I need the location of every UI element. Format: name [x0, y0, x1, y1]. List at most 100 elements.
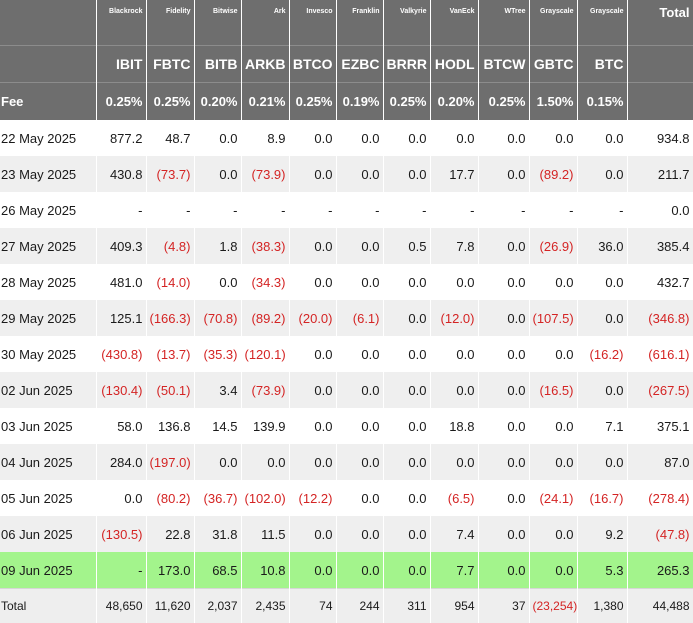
issuer-header: Franklin [336, 0, 383, 46]
flow-cell: 0.0 [529, 336, 577, 372]
flow-cell: 0.0 [289, 444, 336, 480]
row-date: 28 May 2025 [0, 264, 96, 300]
row-total: (47.8) [627, 516, 693, 552]
flow-cell: 0.0 [336, 480, 383, 516]
row-date: 02 Jun 2025 [0, 372, 96, 408]
flow-cell: 0.0 [336, 336, 383, 372]
flow-cell: (73.9) [241, 156, 289, 192]
flow-cell: 0.0 [194, 156, 241, 192]
issuer-header: Bitwise [194, 0, 241, 46]
row-date: 09 Jun 2025 [0, 552, 96, 589]
row-total: (346.8) [627, 300, 693, 336]
ticker-header: GBTC [529, 46, 577, 83]
flow-cell: (80.2) [146, 480, 194, 516]
flow-cell: - [289, 192, 336, 228]
total-cell: 2,435 [241, 589, 289, 623]
issuer-header: WTree [478, 0, 529, 46]
flow-cell: 7.4 [430, 516, 478, 552]
flow-cell: 17.7 [430, 156, 478, 192]
flow-cell: 0.0 [96, 480, 146, 516]
flow-cell: 0.0 [478, 336, 529, 372]
flow-cell: 0.0 [577, 372, 627, 408]
flow-cell: 0.0 [383, 480, 430, 516]
flow-cell: 0.0 [529, 408, 577, 444]
fee-value: 0.25% [289, 83, 336, 121]
flow-cell: 0.0 [478, 552, 529, 589]
flow-cell: - [336, 192, 383, 228]
flow-cell: 0.0 [383, 300, 430, 336]
ticker-header: HODL [430, 46, 478, 83]
row-date: 23 May 2025 [0, 156, 96, 192]
flow-cell: 0.0 [336, 444, 383, 480]
flow-cell: 0.0 [478, 228, 529, 264]
fee-label: Fee [0, 83, 96, 121]
flow-cell: 0.0 [430, 336, 478, 372]
flow-cell: 0.0 [478, 480, 529, 516]
flow-cell: 430.8 [96, 156, 146, 192]
flow-cell: (34.3) [241, 264, 289, 300]
issuer-header: Invesco [289, 0, 336, 46]
flow-cell: 0.0 [577, 156, 627, 192]
flow-cell: 0.0 [383, 444, 430, 480]
flow-cell: - [529, 192, 577, 228]
flow-cell: 0.0 [383, 120, 430, 156]
ticker-header: EZBC [336, 46, 383, 83]
flow-cell: 0.0 [336, 156, 383, 192]
total-cell: 2,037 [194, 589, 241, 623]
flow-cell: 0.0 [478, 516, 529, 552]
total-cell: 954 [430, 589, 478, 623]
flow-cell: 0.0 [529, 120, 577, 156]
total-cell: 37 [478, 589, 529, 623]
grand-total: 44,488 [627, 589, 693, 623]
issuer-header: VanEck [430, 0, 478, 46]
flow-cell: 0.0 [289, 228, 336, 264]
flow-cell: 0.0 [194, 264, 241, 300]
flow-cell: (73.9) [241, 372, 289, 408]
flow-cell: (6.1) [336, 300, 383, 336]
flow-cell: 0.0 [289, 408, 336, 444]
fee-value: 0.25% [96, 83, 146, 121]
ticker-header: IBIT [96, 46, 146, 83]
row-total: 432.7 [627, 264, 693, 300]
flow-cell: 0.0 [529, 516, 577, 552]
flow-cell: - [577, 192, 627, 228]
flow-cell: (50.1) [146, 372, 194, 408]
row-date: 06 Jun 2025 [0, 516, 96, 552]
flow-cell: 1.8 [194, 228, 241, 264]
flow-cell: 0.0 [430, 264, 478, 300]
flow-cell: - [478, 192, 529, 228]
row-date: 30 May 2025 [0, 336, 96, 372]
flow-cell: 22.8 [146, 516, 194, 552]
flow-cell: - [241, 192, 289, 228]
flow-cell: 0.0 [289, 552, 336, 589]
flow-cell: 8.9 [241, 120, 289, 156]
flow-cell: (70.8) [194, 300, 241, 336]
flow-cell: 0.5 [383, 228, 430, 264]
flow-cell: 0.0 [289, 156, 336, 192]
issuer-header: Grayscale [529, 0, 577, 46]
total-header: Total [627, 0, 693, 46]
flow-cell: 10.8 [241, 552, 289, 589]
flow-cell: 0.0 [383, 156, 430, 192]
row-date: 03 Jun 2025 [0, 408, 96, 444]
issuer-header: Ark [241, 0, 289, 46]
fee-value: 0.15% [577, 83, 627, 121]
issuer-header: Blackrock [96, 0, 146, 46]
flow-cell: (430.8) [96, 336, 146, 372]
flow-cell: 0.0 [194, 120, 241, 156]
flow-cell: 58.0 [96, 408, 146, 444]
row-total: (616.1) [627, 336, 693, 372]
total-cell: 311 [383, 589, 430, 623]
table-row: 26 May 2025-----------0.0 [0, 192, 693, 228]
ticker-header: BITB [194, 46, 241, 83]
flow-cell: 0.0 [430, 444, 478, 480]
flow-cell: 0.0 [336, 120, 383, 156]
